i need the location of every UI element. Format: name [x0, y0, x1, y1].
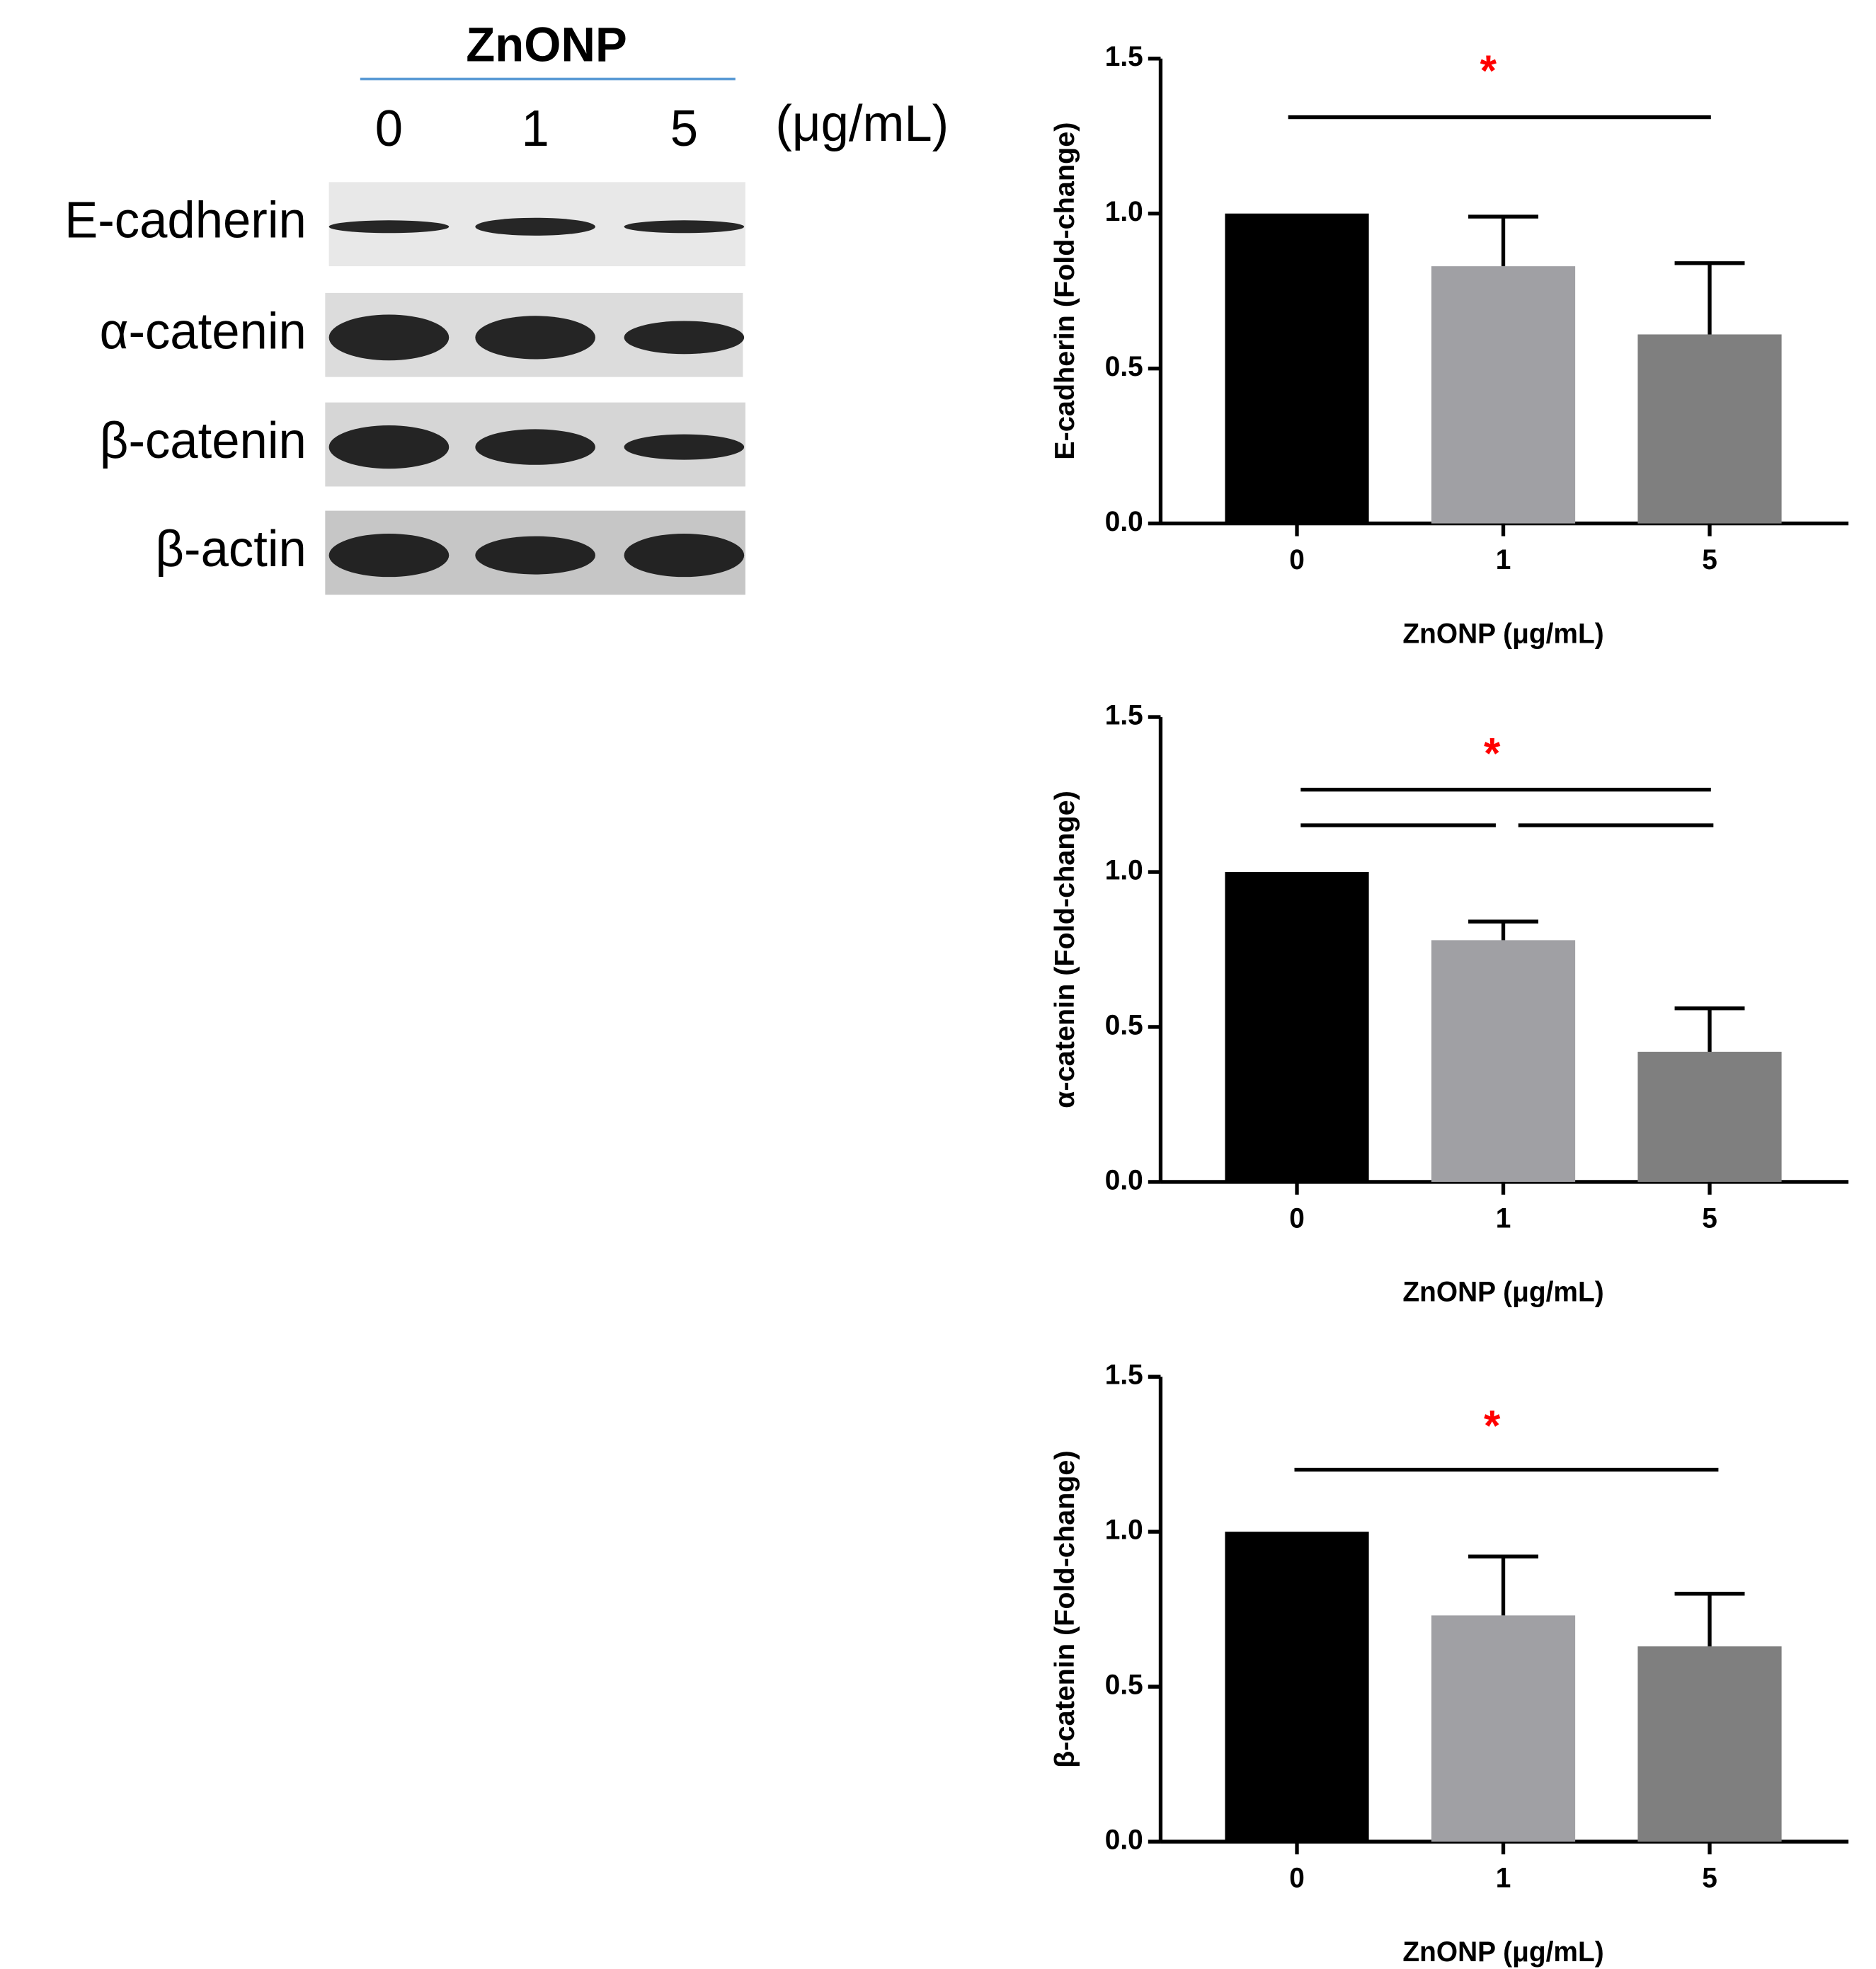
x-tick-label: 0: [1289, 1202, 1305, 1234]
lane-label: 1: [521, 101, 549, 158]
x-tick-label: 1: [1496, 1202, 1511, 1234]
bar: [1431, 1615, 1576, 1842]
x-tick-label: 0: [1289, 1862, 1305, 1893]
band: [475, 536, 595, 575]
band: [624, 533, 745, 578]
y-tick-label: 0.5: [1105, 1009, 1143, 1040]
y-tick-label: 1.5: [1105, 699, 1143, 730]
band: [328, 425, 450, 469]
blot-unit: (μg/mL): [775, 95, 949, 152]
bar: [1637, 1646, 1782, 1842]
bar: [1225, 872, 1369, 1182]
band: [475, 217, 595, 236]
x-tick-label: 1: [1496, 1862, 1511, 1893]
lane-label: 0: [375, 101, 403, 158]
significance-star: *: [1484, 1401, 1501, 1450]
y-tick-label: 0.0: [1105, 506, 1143, 537]
bar: [1225, 1532, 1369, 1842]
x-tick-label: 5: [1702, 1862, 1717, 1893]
blot-title: ZnONP: [466, 18, 627, 72]
x-tick-label: 5: [1702, 544, 1717, 575]
significance-star: *: [1484, 729, 1501, 778]
y-tick-label: 1.5: [1105, 1359, 1143, 1390]
y-axis-label: β-catenin (Fold-change): [1050, 1450, 1081, 1768]
lane-label: 5: [670, 101, 698, 158]
bar: [1225, 213, 1369, 524]
y-tick-label: 1.0: [1105, 1514, 1143, 1545]
band: [475, 429, 595, 465]
y-tick-label: 0.5: [1105, 1669, 1143, 1700]
y-axis-label: α-catenin (Fold-change): [1050, 791, 1081, 1108]
row-label: β-catenin: [100, 412, 307, 469]
x-tick-label: 0: [1289, 544, 1305, 575]
y-tick-label: 1.0: [1105, 196, 1143, 227]
x-axis-label: ZnONP (μg/mL): [1402, 1276, 1603, 1307]
y-axis-label: E-cadherin (Fold-change): [1050, 122, 1081, 460]
band: [624, 434, 745, 460]
x-tick-label: 1: [1496, 544, 1511, 575]
bar: [1431, 266, 1576, 524]
row-label: β-actin: [155, 520, 306, 578]
band: [475, 316, 595, 360]
band: [328, 533, 450, 578]
x-axis-label: ZnONP (μg/mL): [1402, 1936, 1603, 1968]
x-axis-label: ZnONP (μg/mL): [1402, 618, 1603, 649]
y-tick-label: 0.5: [1105, 351, 1143, 382]
band: [328, 220, 450, 234]
y-tick-label: 1.0: [1105, 854, 1143, 885]
significance-star: *: [1480, 46, 1497, 95]
x-tick-label: 5: [1702, 1202, 1717, 1234]
band: [328, 314, 450, 361]
row-label: E-cadherin: [64, 192, 307, 249]
bar: [1637, 1052, 1782, 1182]
band: [624, 321, 745, 355]
bar: [1637, 334, 1782, 524]
y-tick-label: 1.5: [1105, 41, 1143, 72]
y-tick-label: 0.0: [1105, 1824, 1143, 1855]
bar: [1431, 940, 1576, 1182]
band: [624, 220, 745, 234]
y-tick-label: 0.0: [1105, 1164, 1143, 1195]
row-label: α-catenin: [100, 303, 307, 360]
